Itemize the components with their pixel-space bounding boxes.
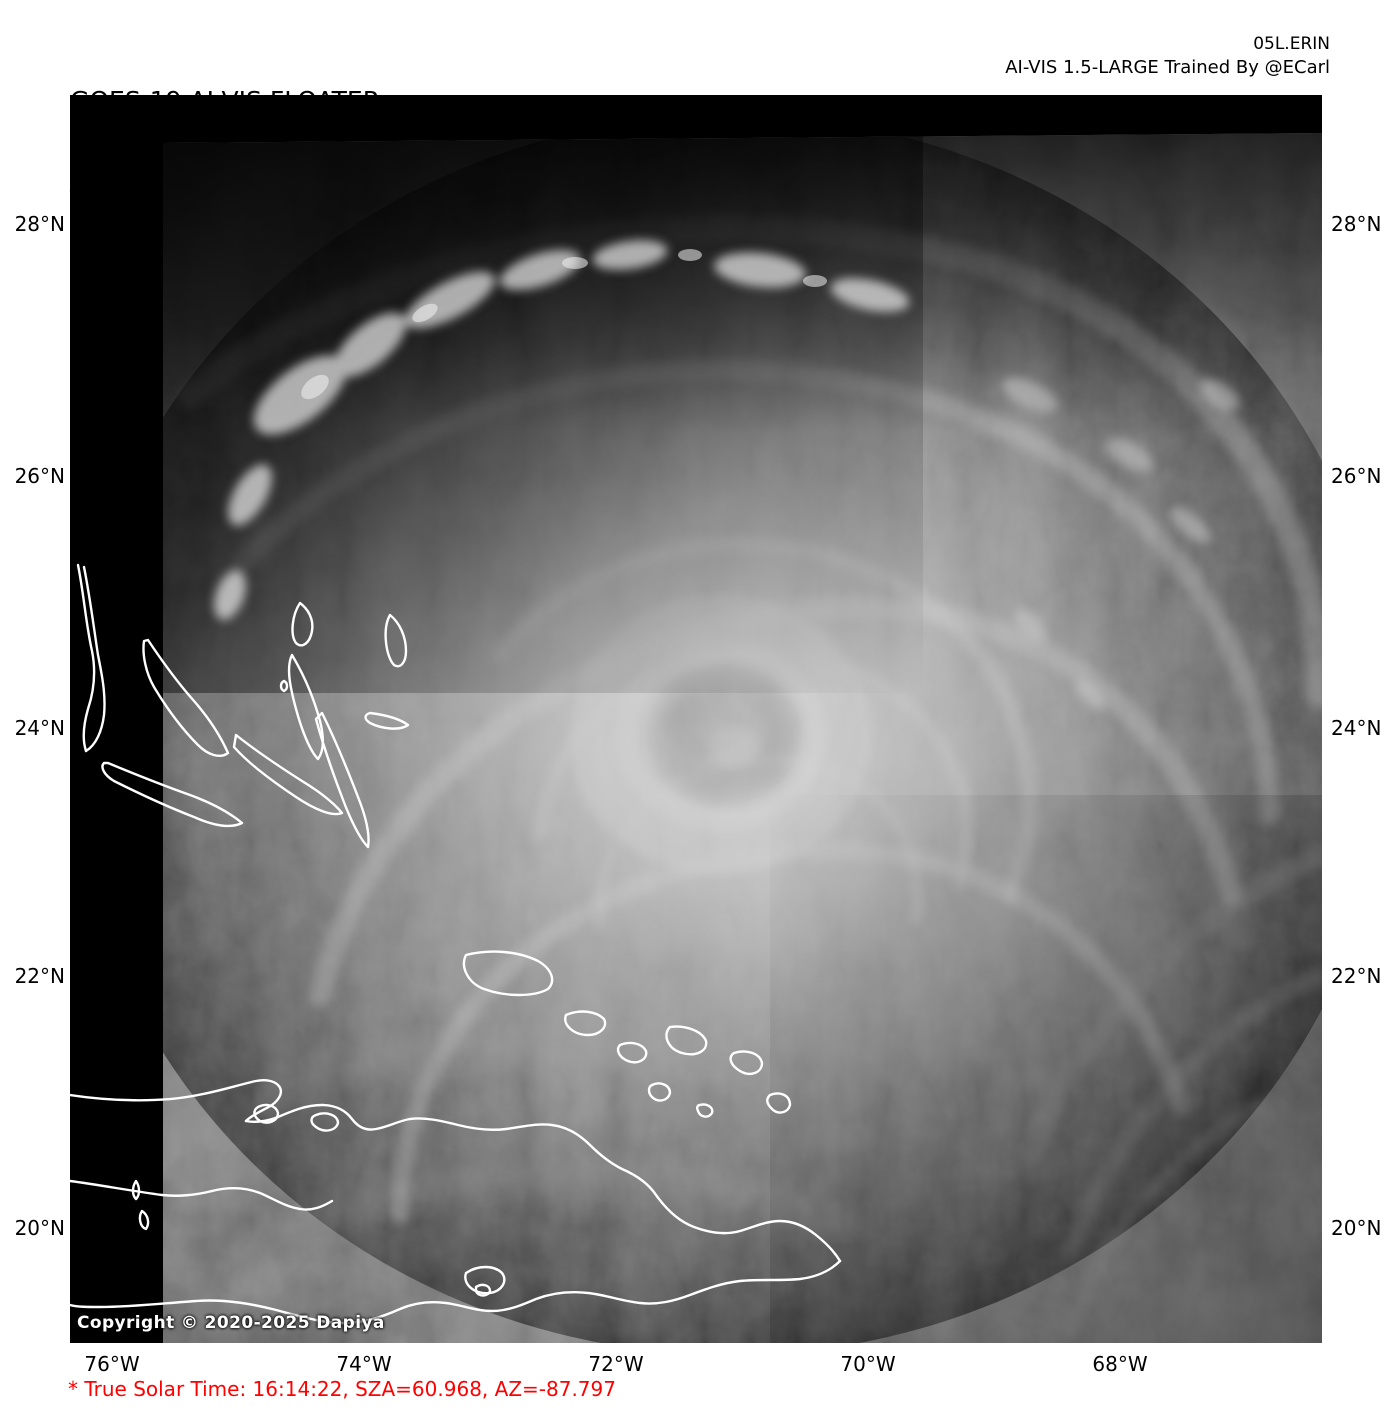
latitude-tick-right: 26°N: [1331, 464, 1382, 488]
storm-id-label: 05L.ERIN: [1253, 34, 1330, 54]
solar-time-note: * True Solar Time: 16:14:22, SZA=60.968,…: [68, 1377, 616, 1401]
latitude-tick-right: 22°N: [1331, 964, 1382, 988]
latitude-tick-left: 26°N: [14, 464, 65, 488]
latitude-tick-right: 24°N: [1331, 716, 1382, 740]
longitude-tick: 70°W: [840, 1352, 896, 1376]
latitude-tick-right: 28°N: [1331, 212, 1382, 236]
longitude-tick: 68°W: [1092, 1352, 1148, 1376]
latitude-tick-left: 22°N: [14, 964, 65, 988]
satellite-plot-area: Copyright © 2020-2025 Dapiya: [70, 95, 1322, 1343]
latitude-tick-left: 24°N: [14, 716, 65, 740]
header-meta-block: 05L.ERIN AI-VIS 1.5-LARGE Trained By @EC…: [1005, 33, 1330, 80]
model-credit-label: AI-VIS 1.5-LARGE Trained By @ECarl: [1005, 56, 1330, 78]
latitude-tick-left: 28°N: [14, 212, 65, 236]
latitude-tick-left: 20°N: [14, 1216, 65, 1240]
longitude-tick: 72°W: [588, 1352, 644, 1376]
coastline-overlay: [70, 563, 842, 1325]
longitude-tick: 74°W: [336, 1352, 392, 1376]
satellite-image: [70, 95, 1322, 1343]
latitude-tick-right: 20°N: [1331, 1216, 1382, 1240]
copyright-watermark: Copyright © 2020-2025 Dapiya: [77, 1313, 385, 1333]
longitude-tick: 76°W: [84, 1352, 140, 1376]
